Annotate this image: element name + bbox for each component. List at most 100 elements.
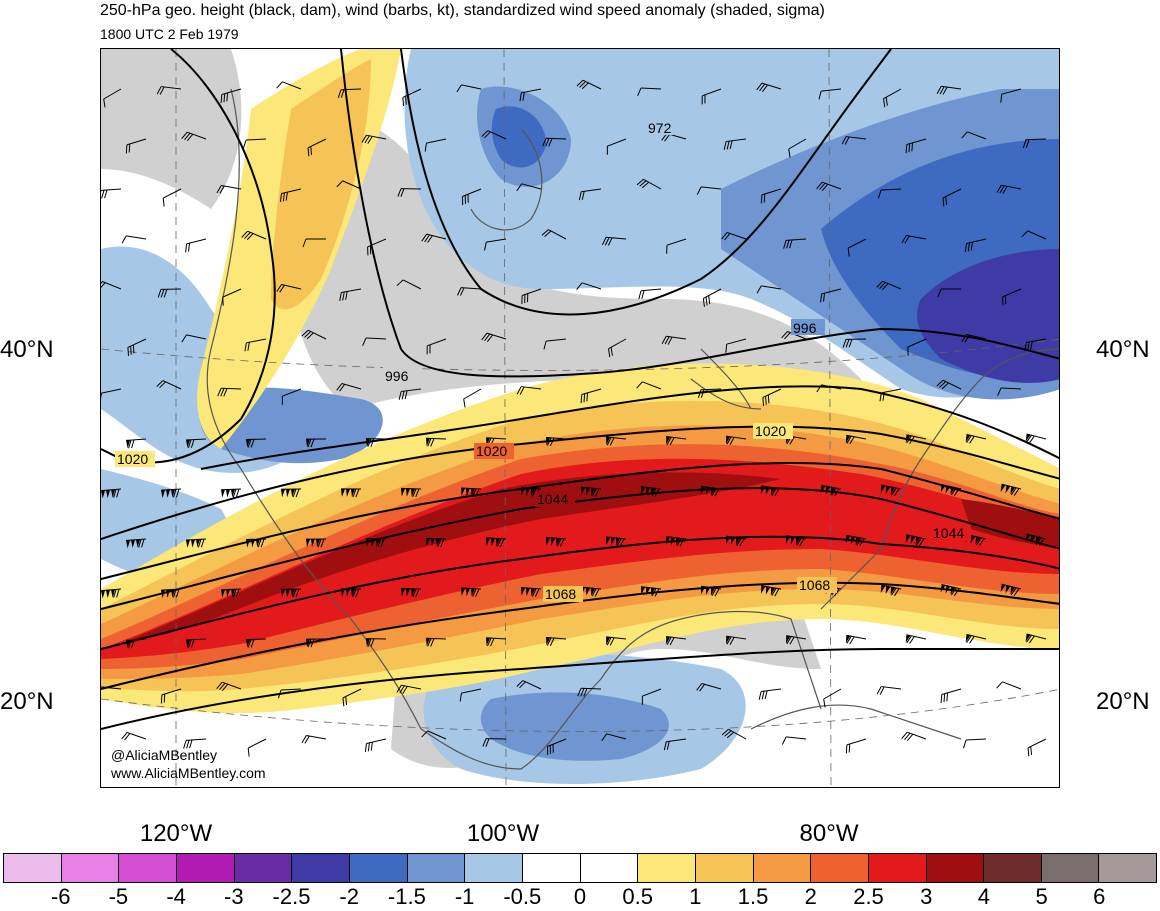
- wind-barb: [701, 585, 722, 597]
- wind-barb: [1025, 533, 1047, 546]
- wind-barb: [400, 487, 422, 498]
- wind-barb: [701, 88, 722, 105]
- wind-barb: [126, 438, 147, 449]
- colorbar-label: 6: [1093, 884, 1106, 909]
- wind-barb: [1002, 288, 1022, 306]
- wind-barb: [606, 636, 627, 646]
- wind-barb: [702, 288, 722, 307]
- wind-barb: [876, 686, 902, 695]
- wind-barb: [721, 232, 747, 241]
- wind-barb: [666, 636, 687, 646]
- wind-barb: [1000, 483, 1022, 496]
- wind-barb: [726, 635, 747, 645]
- wind-barb: [456, 84, 482, 93]
- wind-barb: [816, 384, 842, 393]
- anomaly-gray-region-nw: [101, 49, 242, 209]
- wind-barb: [936, 85, 962, 95]
- wind-barb: [905, 434, 927, 444]
- colorbar: [3, 853, 1157, 883]
- wind-barb: [162, 188, 182, 207]
- wind-barb: [302, 238, 326, 248]
- colorbar-box-1: [61, 854, 120, 882]
- lat-label-20n-left: 20°N: [0, 688, 54, 715]
- map-valid-time: 1800 UTC 2 Feb 1979: [100, 26, 239, 42]
- wind-barb: [905, 534, 927, 547]
- wind-barb: [576, 282, 602, 290]
- wind-barb: [760, 585, 782, 597]
- contour-label-group: 972 996 996 1020 1020 1020 1044 1044 106…: [115, 119, 971, 602]
- wind-barb: [1000, 88, 1022, 103]
- wind-barb: [879, 388, 902, 402]
- wind-barb: [964, 238, 987, 253]
- wind-barb: [965, 633, 987, 644]
- wind-barb: [883, 88, 902, 108]
- contour-label-972: 972: [648, 120, 672, 136]
- wind-barb: [482, 738, 507, 747]
- wind-barb: [905, 634, 927, 644]
- colorbar-box-13: [753, 854, 812, 882]
- wind-barb: [781, 331, 807, 340]
- wind-barb: [542, 137, 567, 147]
- wind-barb: [845, 738, 867, 754]
- colorbar-box-16: [926, 854, 985, 882]
- wind-barb: [818, 88, 842, 100]
- wind-barb: [820, 288, 842, 303]
- wind-barb: [641, 586, 662, 597]
- wind-barb: [901, 235, 927, 244]
- wind-barb: [636, 381, 662, 390]
- wind-barb: [721, 728, 747, 740]
- wind-barb: [696, 186, 722, 195]
- wind-barb: [421, 233, 447, 243]
- wind-barb: [940, 688, 962, 704]
- lat-label-40n-right: 40°N: [1096, 336, 1150, 363]
- colorbar-label: -2.5: [272, 884, 311, 909]
- wind-barb: [823, 688, 842, 708]
- wind-barb: [222, 288, 242, 306]
- wind-barb: [220, 588, 242, 598]
- colorbar-label: 1: [689, 884, 702, 909]
- colorbar-label: 2.5: [853, 884, 884, 909]
- wind-barb: [961, 334, 987, 343]
- wind-barb: [516, 183, 542, 192]
- colorbar-label: 0: [573, 884, 587, 909]
- wind-barb: [760, 188, 782, 204]
- wind-barb: [276, 284, 302, 293]
- wind-barb: [785, 535, 807, 547]
- wind-barb: [666, 536, 687, 547]
- colorbar-label: 2: [804, 884, 817, 909]
- wind-barb: [661, 335, 687, 345]
- colorbar-label: -2: [339, 884, 359, 909]
- wind-barb: [241, 230, 267, 241]
- wind-barb: [220, 488, 242, 498]
- anomaly-pos-1-west-ridge: [271, 59, 371, 310]
- colorbar-box-8: [465, 854, 523, 882]
- wind-barb: [424, 138, 447, 152]
- colorbar-label: -1: [454, 884, 475, 909]
- wind-barb: [301, 329, 327, 340]
- lat-label-20n-right: 20°N: [1096, 688, 1150, 715]
- colorbar-box-15: [868, 854, 927, 882]
- wind-barb: [845, 434, 867, 445]
- wind-barb: [519, 88, 542, 102]
- wind-barb: [726, 535, 747, 547]
- map-title: 250-hPa geo. height (black, dam), wind (…: [100, 2, 825, 19]
- wind-barb: [636, 178, 662, 190]
- wind-barb: [541, 229, 567, 240]
- wind-barb: [996, 184, 1022, 194]
- wind-barb: [276, 81, 302, 90]
- wind-barb: [305, 438, 327, 448]
- colorbar-box-3: [176, 854, 235, 882]
- wind-barb: [398, 388, 422, 400]
- wind-barb: [126, 538, 147, 549]
- wind-barb: [185, 438, 207, 449]
- wind-barb: [816, 181, 842, 192]
- colorbar-box-17: [984, 854, 1042, 882]
- wind-barb: [156, 380, 182, 390]
- wind-barb: [245, 538, 267, 548]
- contour-label-1044-east: 1044: [933, 525, 964, 541]
- wind-barb: [364, 738, 387, 753]
- colorbar-box-4: [234, 854, 293, 882]
- wind-barb: [997, 387, 1022, 396]
- wind-barb: [847, 238, 867, 257]
- wind-barb: [161, 488, 182, 499]
